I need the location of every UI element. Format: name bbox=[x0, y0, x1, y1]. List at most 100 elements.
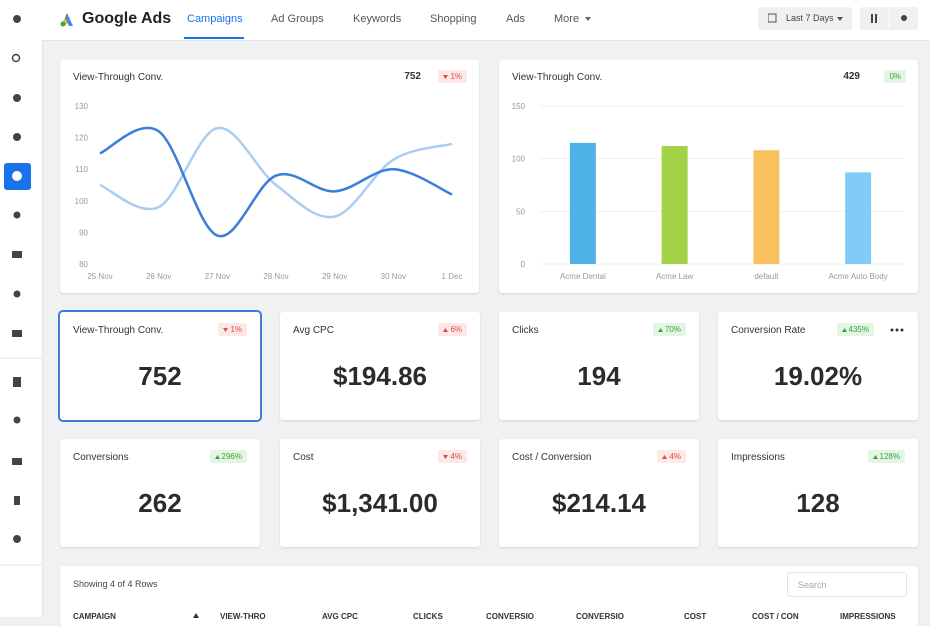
x-tick-label: 29 Nov bbox=[322, 272, 347, 281]
table-card: Showing 4 of 4 Rows Search CAMPAIGN VIEW-… bbox=[60, 566, 918, 626]
arrow bbox=[214, 454, 220, 459]
change-badge: 0% bbox=[884, 70, 906, 83]
nav-item[interactable]: Shopping bbox=[430, 13, 477, 25]
kpi-card[interactable]: Avg CPC 6% $194.86 bbox=[280, 312, 480, 420]
dot bbox=[890, 328, 894, 332]
x-tick-label: Acme Law bbox=[656, 272, 694, 281]
kpi-card[interactable]: View-Through Conv. 1% 752 bbox=[60, 312, 260, 420]
change-arrow bbox=[841, 327, 847, 332]
kpi-card[interactable]: Impressions 128% 128 bbox=[718, 439, 918, 547]
nav-item[interactable]: Ads bbox=[506, 13, 525, 25]
icon[interactable] bbox=[13, 211, 21, 219]
change-text: 70% bbox=[664, 325, 681, 334]
x-tick-label: default bbox=[754, 272, 779, 281]
change-arrow bbox=[443, 74, 449, 79]
kpi-card[interactable]: Conversion Rate 435% 19.02% bbox=[718, 312, 918, 420]
nav-item[interactable]: More bbox=[554, 13, 580, 25]
chart-total: 429 bbox=[843, 71, 860, 82]
dot bbox=[900, 328, 904, 332]
chart-total: 752 bbox=[404, 71, 421, 82]
bar bbox=[845, 172, 872, 264]
top-bar: Google Ads Campaigns Ad Groups Keywords Sho… bbox=[42, 0, 930, 41]
search-icon[interactable] bbox=[11, 53, 21, 63]
kpi-label: Conversions bbox=[73, 452, 129, 463]
kpi-value: $214.14 bbox=[552, 488, 646, 518]
change-badge: 4% bbox=[438, 450, 467, 463]
icon[interactable] bbox=[13, 416, 21, 424]
change-badge: 1% bbox=[438, 70, 467, 83]
chart-card: View-Through Conv. 429 0% 0 50 100 150 Acme Den… bbox=[499, 60, 918, 293]
y-tick-label: 130 bbox=[75, 102, 89, 111]
change-arrow bbox=[214, 454, 220, 459]
change-badge: 1% bbox=[218, 323, 247, 336]
nav-item[interactable]: Keywords bbox=[353, 13, 402, 25]
icon[interactable] bbox=[14, 496, 20, 505]
change-badge: 296% bbox=[209, 450, 247, 463]
arrow bbox=[443, 327, 449, 332]
line-series bbox=[99, 126, 453, 219]
icon bbox=[13, 15, 21, 23]
icons bbox=[0, 15, 42, 566]
change-arrow bbox=[872, 454, 878, 459]
change-badge: 4% bbox=[657, 450, 686, 463]
y-tick-label: 90 bbox=[79, 228, 88, 237]
change-text: 4% bbox=[450, 452, 462, 461]
kpi-label: Cost / Conversion bbox=[512, 452, 592, 463]
x-tick-label: 27 Nov bbox=[205, 272, 230, 281]
table-summary: Showing 4 of 4 Rows bbox=[73, 579, 158, 589]
kpi-value: 752 bbox=[138, 361, 182, 391]
share-icon bbox=[901, 15, 907, 21]
kpi-card[interactable]: Cost / Conversion 4% $214.14 bbox=[499, 439, 699, 547]
y-tick-label: 110 bbox=[75, 165, 88, 174]
y-tick-label: 150 bbox=[512, 102, 526, 111]
arrow bbox=[443, 454, 449, 459]
icon bbox=[12, 171, 22, 181]
arrow bbox=[443, 74, 449, 79]
date-range: Last 7 Days bbox=[786, 13, 834, 23]
icon[interactable] bbox=[13, 377, 21, 387]
chart: 0 50 100 150 Acme Dental Acme Law default Acme … bbox=[512, 102, 904, 281]
icon[interactable] bbox=[13, 535, 21, 543]
more-caret bbox=[585, 17, 591, 21]
logo-part bbox=[65, 13, 73, 26]
icon[interactable] bbox=[13, 133, 21, 141]
change-badge: 6% bbox=[438, 323, 467, 336]
nav-item[interactable]: Ad Groups bbox=[271, 13, 324, 25]
icon[interactable] bbox=[12, 251, 22, 258]
kpi-card[interactable]: Cost 4% $1,341.00 bbox=[280, 439, 480, 547]
change-badge: 435% bbox=[836, 323, 874, 336]
calendar-icon bbox=[768, 13, 777, 23]
toolbar-buttons[interactable] bbox=[860, 7, 918, 30]
icon[interactable] bbox=[12, 458, 22, 465]
icon[interactable] bbox=[13, 94, 21, 102]
arrow bbox=[662, 454, 668, 459]
sidebar bbox=[0, 0, 43, 617]
kpi-label: Impressions bbox=[731, 452, 785, 463]
kpi-value: 19.02% bbox=[773, 361, 863, 391]
icon[interactable] bbox=[12, 330, 22, 337]
logo bbox=[60, 13, 73, 27]
chart: 80 90 100 110 120 130 25 Nov 26 Nov 27 Nov 28 Nov… bbox=[75, 102, 463, 281]
kpi-label: Clicks bbox=[512, 325, 539, 336]
date-picker[interactable]: Last 7 Days bbox=[758, 7, 852, 30]
nav-item[interactable]: Campaigns bbox=[187, 13, 243, 25]
search-placeholder: Search bbox=[798, 580, 827, 590]
kpi-label: Avg CPC bbox=[293, 325, 334, 336]
change-text: 435% bbox=[848, 325, 869, 334]
kpi-card[interactable]: Clicks 70% 194 bbox=[499, 312, 699, 420]
x-tick-label: Acme Auto Body bbox=[829, 272, 888, 281]
change-arrow bbox=[223, 327, 229, 332]
sidebar-icons bbox=[0, 15, 42, 566]
search-box[interactable]: Search bbox=[787, 572, 907, 597]
menu-button[interactable] bbox=[890, 328, 904, 332]
kpi-card[interactable]: Conversions 296% 262 bbox=[60, 439, 260, 547]
kpi-value: 262 bbox=[138, 488, 182, 518]
y-tick-label: 100 bbox=[75, 197, 89, 206]
active-underline bbox=[184, 37, 244, 39]
arrow bbox=[193, 613, 199, 618]
icon[interactable] bbox=[13, 290, 21, 298]
kpi-label: Cost bbox=[293, 452, 314, 463]
arrow bbox=[841, 327, 847, 332]
toolbar-icons bbox=[871, 9, 907, 28]
change-arrow bbox=[443, 327, 449, 332]
